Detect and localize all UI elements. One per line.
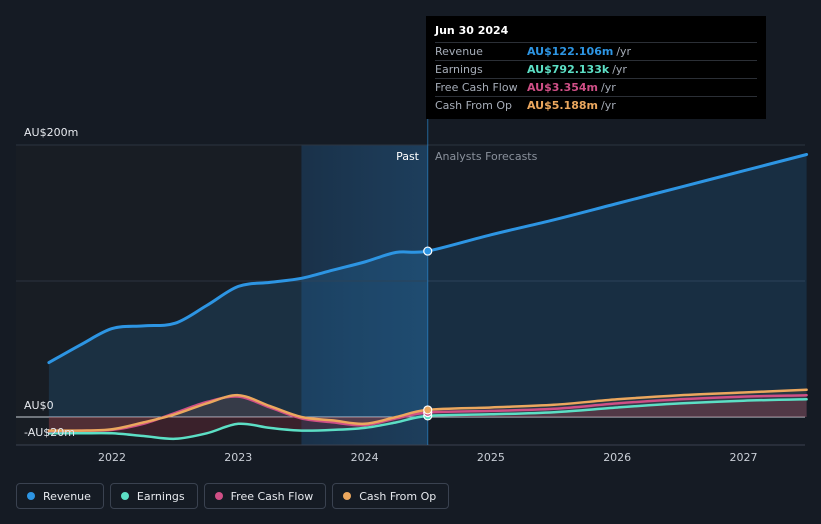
data-tooltip: Jun 30 2024 Revenue AU$122.106m /yr Earn… — [426, 16, 766, 119]
x-tick-label: 2026 — [603, 451, 631, 464]
tooltip-row-cash-from-op: Cash From Op AU$5.188m /yr — [435, 96, 757, 114]
legend-item-free-cash-flow[interactable]: Free Cash Flow — [203, 483, 327, 509]
tooltip-row-value: AU$5.188m — [527, 99, 599, 112]
legend-item-revenue[interactable]: Revenue — [16, 483, 104, 509]
axis-labels: AU$200m AU$0 -AU$20m Past Analysts Forec… — [24, 126, 538, 439]
x-tick-label: 2027 — [730, 451, 758, 464]
legend-label: Cash From Op — [359, 489, 437, 503]
tooltip-row-revenue: Revenue AU$122.106m /yr — [435, 42, 757, 60]
chart-background — [16, 145, 428, 445]
x-tick-label: 2024 — [351, 451, 379, 464]
y-axis-top-label: AU$200m — [24, 126, 78, 139]
line-revenue — [47, 153, 809, 365]
legend-label: Earnings — [136, 489, 185, 503]
tooltip-date: Jun 30 2024 — [435, 24, 509, 37]
line-cash-from-op — [47, 388, 808, 432]
tooltip-row-earnings: Earnings AU$792.133k /yr — [435, 60, 757, 78]
forecast-label: Analysts Forecasts — [435, 150, 538, 163]
line-free-cash-flow — [47, 393, 808, 433]
highlight-band — [301, 145, 428, 445]
x-tick-label: 2023 — [224, 451, 252, 464]
x-tick-label: 2022 — [98, 451, 126, 464]
legend-dot-icon — [120, 492, 129, 500]
legend-dot-icon — [27, 492, 35, 500]
area-earnings — [48, 399, 807, 439]
tooltip-row-unit: /yr — [612, 63, 627, 76]
legend-label: Free Cash Flow — [230, 489, 314, 503]
past-label: Past — [396, 150, 420, 163]
tooltip-row-name: Revenue — [435, 45, 483, 58]
legend-item-cash-from-op[interactable]: Cash From Op — [332, 483, 450, 509]
tooltip-row-unit: /yr — [616, 45, 632, 58]
hover-markers — [423, 246, 433, 421]
tooltip-row-unit: /yr — [601, 99, 616, 112]
line-earnings — [47, 398, 808, 441]
series-lines — [47, 153, 809, 441]
tooltip-row-free-cash-flow: Free Cash Flow AU$3.354m /yr — [435, 78, 757, 96]
x-axis-ticks: 2022 2023 2024 2025 2026 2027 — [98, 451, 758, 464]
marker-cash-from-op — [423, 405, 433, 415]
tooltip-row-name: Cash From Op — [435, 99, 513, 112]
tooltip-row-value: AU$122.106m — [527, 45, 614, 58]
tooltip-row-unit: /yr — [601, 81, 616, 94]
chart-legend: Revenue Earnings Free Cash Flow Cash Fro… — [16, 483, 450, 509]
y-axis-zero-label: AU$0 — [24, 399, 54, 412]
tooltip-row-name: Free Cash Flow — [435, 81, 518, 94]
area-revenue — [48, 154, 807, 417]
y-axis-neg-label: -AU$20m — [24, 426, 75, 439]
legend-dot-icon — [343, 492, 352, 500]
tooltip-row-value: AU$3.354m — [527, 81, 599, 94]
legend-dot-icon — [214, 492, 223, 500]
tooltip-row-name: Earnings — [435, 63, 483, 76]
legend-item-earnings[interactable]: Earnings — [109, 483, 198, 509]
marker-revenue — [423, 246, 433, 256]
legend-label: Revenue — [43, 489, 91, 503]
tooltip-row-value: AU$792.133k — [527, 63, 610, 76]
grid-lines — [16, 118, 805, 446]
x-tick-label: 2025 — [477, 451, 505, 464]
